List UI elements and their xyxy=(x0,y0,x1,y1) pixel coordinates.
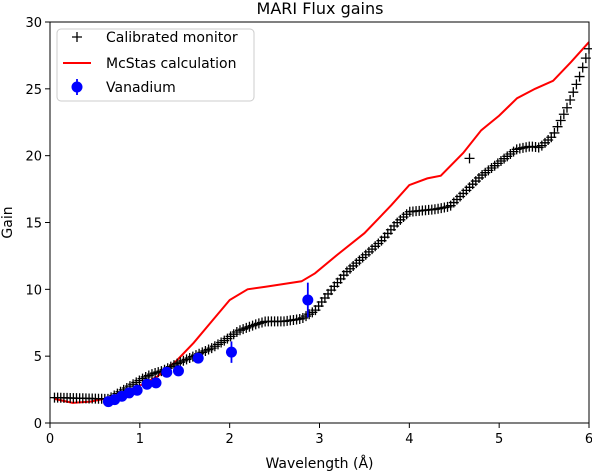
vanadium-point xyxy=(161,366,173,378)
legend: Calibrated monitor McStas calculation Vana… xyxy=(56,28,255,102)
vanadium-point xyxy=(150,377,162,389)
legend-plus-icon xyxy=(72,32,82,42)
x-axis: 0 1 2 3 4 5 6 xyxy=(46,423,592,447)
calibrated-monitor-layer xyxy=(49,43,592,404)
y-tick-label: 0 xyxy=(34,417,42,432)
legend-label: McStas calculation xyxy=(106,56,237,72)
vanadium-point xyxy=(172,365,184,377)
y-tick-label: 10 xyxy=(25,283,42,298)
vanadium-point xyxy=(131,384,143,396)
calibrated-monitor-point xyxy=(565,94,576,105)
calibrated-monitor-point xyxy=(552,121,563,132)
calibrated-monitor-point xyxy=(555,115,566,126)
vanadium-point xyxy=(192,352,204,364)
calibrated-monitor-point xyxy=(558,109,569,120)
calibrated-monitor-point xyxy=(549,127,560,138)
chart-title: MARI Flux gains xyxy=(257,0,384,18)
x-tick-label: 2 xyxy=(226,432,234,447)
calibrated-monitor-point xyxy=(568,87,579,98)
calibrated-monitor-point xyxy=(577,62,588,73)
y-tick-label: 30 xyxy=(25,16,42,31)
x-tick-label: 1 xyxy=(136,432,144,447)
x-axis-label: Wavelength (Å) xyxy=(265,455,373,472)
x-tick-label: 5 xyxy=(495,432,503,447)
calibrated-monitor-point xyxy=(574,71,585,82)
x-tick-label: 3 xyxy=(315,432,323,447)
vanadium-point xyxy=(302,294,314,306)
x-tick-label: 0 xyxy=(46,432,54,447)
legend-label: Calibrated monitor xyxy=(106,30,238,46)
x-tick-label: 6 xyxy=(585,432,592,447)
calibrated-monitor-point xyxy=(571,79,582,90)
calibrated-monitor-point xyxy=(464,153,475,164)
y-axis: 0 5 10 15 20 25 30 xyxy=(25,16,50,432)
legend-box xyxy=(56,28,255,102)
calibrated-monitor-point xyxy=(561,102,572,113)
vanadium-point xyxy=(225,346,237,358)
vanadium-layer xyxy=(102,282,314,408)
y-tick-label: 25 xyxy=(25,83,42,98)
plot-area xyxy=(49,41,592,408)
legend-circle-icon xyxy=(71,81,83,93)
y-tick-label: 20 xyxy=(25,150,42,165)
vanadium-point xyxy=(141,378,153,390)
y-axis-label: Gain xyxy=(0,206,16,238)
x-tick-label: 4 xyxy=(405,432,413,447)
y-tick-label: 15 xyxy=(25,217,42,232)
y-tick-label: 5 xyxy=(34,350,42,365)
legend-label: Vanadium xyxy=(106,80,176,96)
